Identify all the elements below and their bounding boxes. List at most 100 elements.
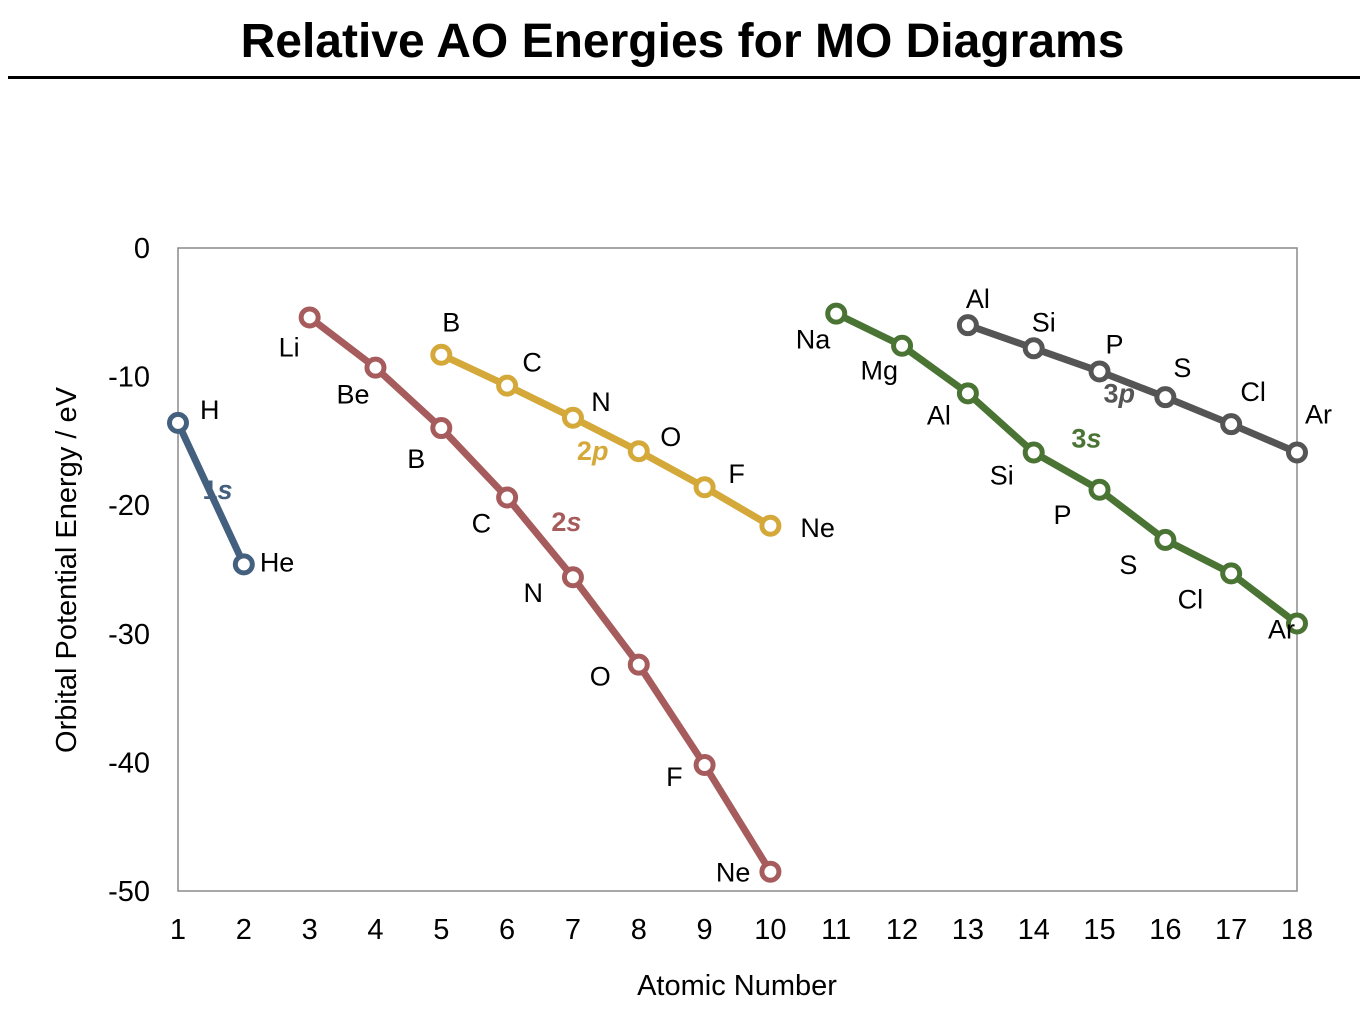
point-label: Ar	[1305, 399, 1332, 429]
y-tick-label: -50	[108, 876, 150, 908]
data-point	[561, 406, 584, 429]
point-label: C	[522, 348, 542, 378]
x-tick-label: 7	[565, 914, 581, 946]
axes: 1 2 3 4 5 6 7 8 9 10 11 12 13 14 15 16 17 180-10-20-30-40…	[108, 233, 1313, 946]
title-divider	[8, 76, 1360, 79]
point-label: Ne	[800, 513, 835, 543]
data-point	[1220, 413, 1243, 436]
point-label: Al	[927, 400, 951, 430]
series-line-2s	[306, 313, 774, 876]
x-tick-label: 2	[236, 914, 252, 946]
point-label: F	[728, 459, 745, 489]
data-point	[496, 486, 519, 509]
x-tick-label: 16	[1149, 914, 1181, 946]
y-tick-label: -20	[108, 490, 150, 522]
series-2p: B C N O F Ne 2p	[430, 308, 835, 543]
series-line-3p	[964, 321, 1301, 456]
point-label: Al	[966, 284, 990, 314]
data-point	[693, 476, 716, 499]
x-tick-label: 9	[697, 914, 713, 946]
x-tick-label: 11	[821, 914, 851, 946]
point-label: Mg	[861, 356, 899, 386]
x-tick-label: 17	[1215, 914, 1247, 946]
x-tick-label: 18	[1281, 914, 1313, 946]
point-label: N	[591, 387, 611, 417]
point-label: Li	[279, 332, 300, 362]
point-label: Cl	[1240, 377, 1266, 407]
point-label: Be	[336, 380, 369, 410]
series-1s: H He 1s	[167, 395, 295, 577]
data-point	[298, 306, 321, 329]
chart-title: Relative AO Energies for MO Diagrams	[240, 15, 1125, 68]
data-point	[825, 302, 848, 325]
data-point	[364, 356, 387, 379]
data-point	[561, 566, 584, 589]
point-label: Si	[990, 460, 1014, 490]
data-point	[1022, 441, 1045, 464]
data-point	[430, 417, 453, 440]
data-point	[1286, 612, 1308, 635]
x-tick-label: 3	[302, 914, 318, 946]
x-axis-label: Atomic Number	[637, 970, 837, 1002]
x-tick-label: 1	[170, 914, 186, 946]
data-point	[693, 753, 716, 776]
data-point	[759, 514, 782, 537]
data-point	[167, 411, 189, 434]
y-axis-label: Orbital Potential Energy / eV	[51, 386, 83, 753]
data-point	[627, 653, 650, 676]
x-tick-label: 12	[886, 914, 918, 946]
point-label: N	[523, 578, 543, 608]
y-tick-label: -10	[108, 362, 150, 394]
x-tick-label: 14	[1018, 914, 1050, 946]
x-tick-label: 5	[433, 914, 449, 946]
series-line-2p	[437, 351, 774, 530]
data-point	[956, 314, 979, 337]
data-point	[430, 343, 453, 366]
data-point	[627, 440, 650, 463]
point-label: B	[442, 308, 460, 338]
point-label: H	[200, 395, 220, 425]
series-line-3s	[832, 310, 1301, 628]
data-point	[232, 553, 255, 576]
point-label: S	[1119, 550, 1137, 580]
data-point	[1154, 528, 1177, 551]
series-name-label: 2s	[551, 507, 581, 537]
data-point	[956, 382, 979, 405]
plot-frame	[177, 247, 1298, 892]
y-tick-label: -40	[108, 747, 150, 779]
x-tick-label: 13	[952, 914, 984, 946]
point-label: B	[407, 444, 425, 474]
point-label: P	[1106, 329, 1124, 359]
y-tick-label: -30	[108, 619, 150, 651]
y-tick-label: 0	[134, 233, 150, 265]
data-point	[891, 334, 914, 357]
point-label: S	[1173, 353, 1191, 383]
series-name-label: 2p	[577, 436, 609, 466]
point-label: He	[260, 547, 295, 577]
point-label: Ar	[1268, 615, 1295, 645]
point-label: Ne	[716, 858, 751, 888]
series-name-label: 1s	[202, 475, 232, 505]
point-label: Na	[796, 325, 831, 355]
data-point	[1088, 478, 1111, 501]
point-label: C	[472, 508, 492, 538]
point-label: F	[666, 762, 683, 792]
series-2s: Li Be B C N O F Ne 2s	[279, 306, 782, 888]
series-layer: HHe1sLiBeBCNOFNe2sBCNOFNe2pNaMgAlSiPSClA…	[167, 284, 1332, 888]
series-name-label: 3s	[1071, 423, 1101, 453]
data-point	[1022, 337, 1045, 360]
data-point	[1088, 360, 1111, 383]
data-point	[1220, 562, 1243, 585]
x-tick-label: 15	[1083, 914, 1115, 946]
series-name-label: 3p	[1104, 378, 1136, 408]
point-label: O	[590, 662, 611, 692]
series-3s: Na Mg Al Si P S Cl Ar 3s	[796, 302, 1308, 645]
series-3p: Al Si P S Cl Ar 3p	[956, 284, 1332, 464]
x-tick-label: 6	[499, 914, 515, 946]
series-line-1s	[174, 419, 248, 568]
point-label: Cl	[1178, 584, 1204, 614]
x-tick-label: 4	[367, 914, 383, 946]
data-point	[759, 860, 782, 883]
x-tick-label: 8	[631, 914, 647, 946]
